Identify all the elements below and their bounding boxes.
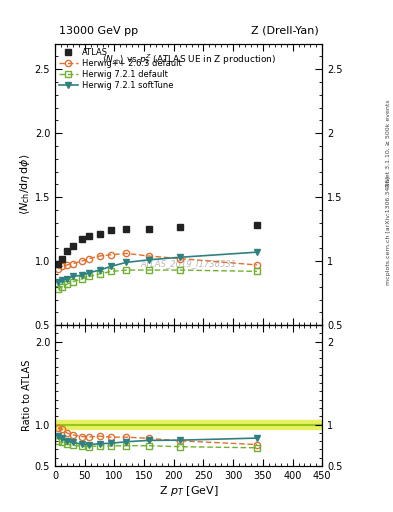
Herwig 7.2.1 softTune <box>87 269 92 275</box>
Herwig 7.2.1 default <box>255 268 259 274</box>
Herwig++ 2.6.3 default <box>97 253 102 259</box>
Line: ATLAS: ATLAS <box>55 222 260 267</box>
Herwig 7.2.1 softTune <box>64 276 69 282</box>
Herwig 7.2.1 softTune <box>97 267 102 273</box>
Herwig++ 2.6.3 default <box>255 262 259 268</box>
ATLAS <box>147 226 151 232</box>
Herwig 7.2.1 softTune <box>79 272 84 279</box>
Text: Rivet 3.1.10, ≥ 500k events: Rivet 3.1.10, ≥ 500k events <box>386 99 391 187</box>
Herwig 7.2.1 default <box>60 284 64 290</box>
Herwig 7.2.1 default <box>109 268 114 274</box>
X-axis label: Z $p_T$ [GeV]: Z $p_T$ [GeV] <box>159 483 219 498</box>
Text: mcplots.cern.ch [arXiv:1306.3436]: mcplots.cern.ch [arXiv:1306.3436] <box>386 176 391 285</box>
Herwig 7.2.1 softTune <box>255 249 259 255</box>
Herwig 7.2.1 softTune <box>124 259 129 265</box>
ATLAS <box>109 227 114 233</box>
Herwig 7.2.1 softTune <box>60 278 64 284</box>
Y-axis label: Ratio to ATLAS: Ratio to ATLAS <box>22 360 32 431</box>
Herwig++ 2.6.3 default <box>124 250 129 257</box>
ATLAS <box>64 248 69 254</box>
Herwig++ 2.6.3 default <box>177 255 182 262</box>
ATLAS <box>56 261 61 267</box>
Text: 13000 GeV pp: 13000 GeV pp <box>59 26 138 36</box>
Herwig++ 2.6.3 default <box>87 255 92 262</box>
Y-axis label: $\langle N_{\rm ch}/{\rm d}\eta\,{\rm d}\phi\rangle$: $\langle N_{\rm ch}/{\rm d}\eta\,{\rm d}… <box>18 154 32 215</box>
ATLAS <box>97 231 102 238</box>
Herwig 7.2.1 default <box>124 267 129 273</box>
Line: Herwig 7.2.1 softTune: Herwig 7.2.1 softTune <box>55 249 260 285</box>
Line: Herwig 7.2.1 default: Herwig 7.2.1 default <box>55 267 260 292</box>
Herwig++ 2.6.3 default <box>64 262 69 268</box>
Text: $\langle N_{\rm ch}\rangle$ vs $p_T^Z$ (ATLAS UE in Z production): $\langle N_{\rm ch}\rangle$ vs $p_T^Z$ (… <box>101 52 276 67</box>
Herwig 7.2.1 default <box>70 279 75 285</box>
Herwig 7.2.1 default <box>79 276 84 282</box>
Herwig++ 2.6.3 default <box>109 252 114 258</box>
Herwig++ 2.6.3 default <box>79 258 84 264</box>
ATLAS <box>177 223 182 229</box>
Legend: ATLAS, Herwig++ 2.6.3 default, Herwig 7.2.1 default, Herwig 7.2.1 softTune: ATLAS, Herwig++ 2.6.3 default, Herwig 7.… <box>57 46 183 92</box>
ATLAS <box>60 255 64 262</box>
ATLAS <box>79 237 84 243</box>
Herwig 7.2.1 softTune <box>147 257 151 263</box>
ATLAS <box>70 243 75 249</box>
Text: ATLAS_2019_I1736531: ATLAS_2019_I1736531 <box>141 259 237 268</box>
ATLAS <box>87 232 92 239</box>
Herwig 7.2.1 default <box>56 286 61 292</box>
Herwig 7.2.1 default <box>87 273 92 280</box>
Herwig++ 2.6.3 default <box>56 266 61 272</box>
Bar <box>55 420 322 429</box>
Herwig 7.2.1 softTune <box>70 273 75 280</box>
Herwig 7.2.1 default <box>64 281 69 287</box>
Herwig++ 2.6.3 default <box>147 253 151 259</box>
Text: Z (Drell-Yan): Z (Drell-Yan) <box>251 26 318 36</box>
Line: Herwig++ 2.6.3 default: Herwig++ 2.6.3 default <box>55 250 260 272</box>
Herwig 7.2.1 softTune <box>177 254 182 260</box>
Herwig++ 2.6.3 default <box>70 261 75 267</box>
Herwig 7.2.1 default <box>97 271 102 277</box>
Herwig++ 2.6.3 default <box>60 263 64 269</box>
Herwig 7.2.1 default <box>147 267 151 273</box>
Herwig 7.2.1 softTune <box>56 279 61 285</box>
Herwig 7.2.1 default <box>177 267 182 273</box>
Herwig 7.2.1 softTune <box>109 263 114 269</box>
ATLAS <box>124 226 129 232</box>
ATLAS <box>255 222 259 228</box>
